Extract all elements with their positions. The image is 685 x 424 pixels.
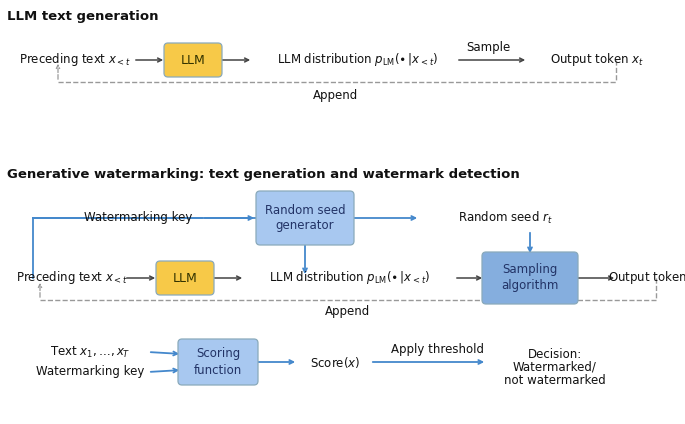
Text: LLM: LLM	[181, 53, 206, 67]
Text: Watermarked/: Watermarked/	[513, 360, 597, 374]
Text: Watermarking key: Watermarking key	[84, 212, 192, 224]
Text: Random seed $r_t$: Random seed $r_t$	[458, 210, 552, 226]
Text: LLM distribution $p_\mathrm{LM}(\bullet\,|x_{<t})$: LLM distribution $p_\mathrm{LM}(\bullet\…	[277, 51, 438, 69]
FancyBboxPatch shape	[256, 191, 354, 245]
FancyBboxPatch shape	[164, 43, 222, 77]
Text: Apply threshold: Apply threshold	[392, 343, 484, 357]
Text: LLM distribution $p_\mathrm{LM}(\bullet\,|x_{<t})$: LLM distribution $p_\mathrm{LM}(\bullet\…	[269, 270, 431, 287]
Text: Append: Append	[325, 306, 371, 318]
Text: Sample: Sample	[466, 42, 510, 55]
Text: LLM text generation: LLM text generation	[7, 10, 158, 23]
Text: Output token $x_t$: Output token $x_t$	[550, 51, 644, 69]
Text: Preceding text $x_{<t}$: Preceding text $x_{<t}$	[19, 51, 131, 69]
Text: Sampling
algorithm: Sampling algorithm	[501, 263, 559, 293]
Text: Generative watermarking: text generation and watermark detection: Generative watermarking: text generation…	[7, 168, 520, 181]
Text: Append: Append	[313, 89, 359, 103]
Text: Watermarking key: Watermarking key	[36, 365, 144, 379]
Text: Decision:: Decision:	[528, 348, 582, 360]
FancyBboxPatch shape	[482, 252, 578, 304]
Text: not watermarked: not watermarked	[504, 374, 606, 387]
Text: Scoring
function: Scoring function	[194, 348, 242, 377]
Text: Random seed
generator: Random seed generator	[264, 204, 345, 232]
FancyBboxPatch shape	[156, 261, 214, 295]
Text: Output token $x_t$: Output token $x_t$	[608, 270, 685, 287]
FancyBboxPatch shape	[178, 339, 258, 385]
Text: Text $x_1, \ldots, x_T$: Text $x_1, \ldots, x_T$	[50, 344, 130, 360]
Text: Score$(x)$: Score$(x)$	[310, 354, 360, 369]
Text: Preceding text $x_{<t}$: Preceding text $x_{<t}$	[16, 270, 128, 287]
Text: LLM: LLM	[173, 271, 197, 285]
